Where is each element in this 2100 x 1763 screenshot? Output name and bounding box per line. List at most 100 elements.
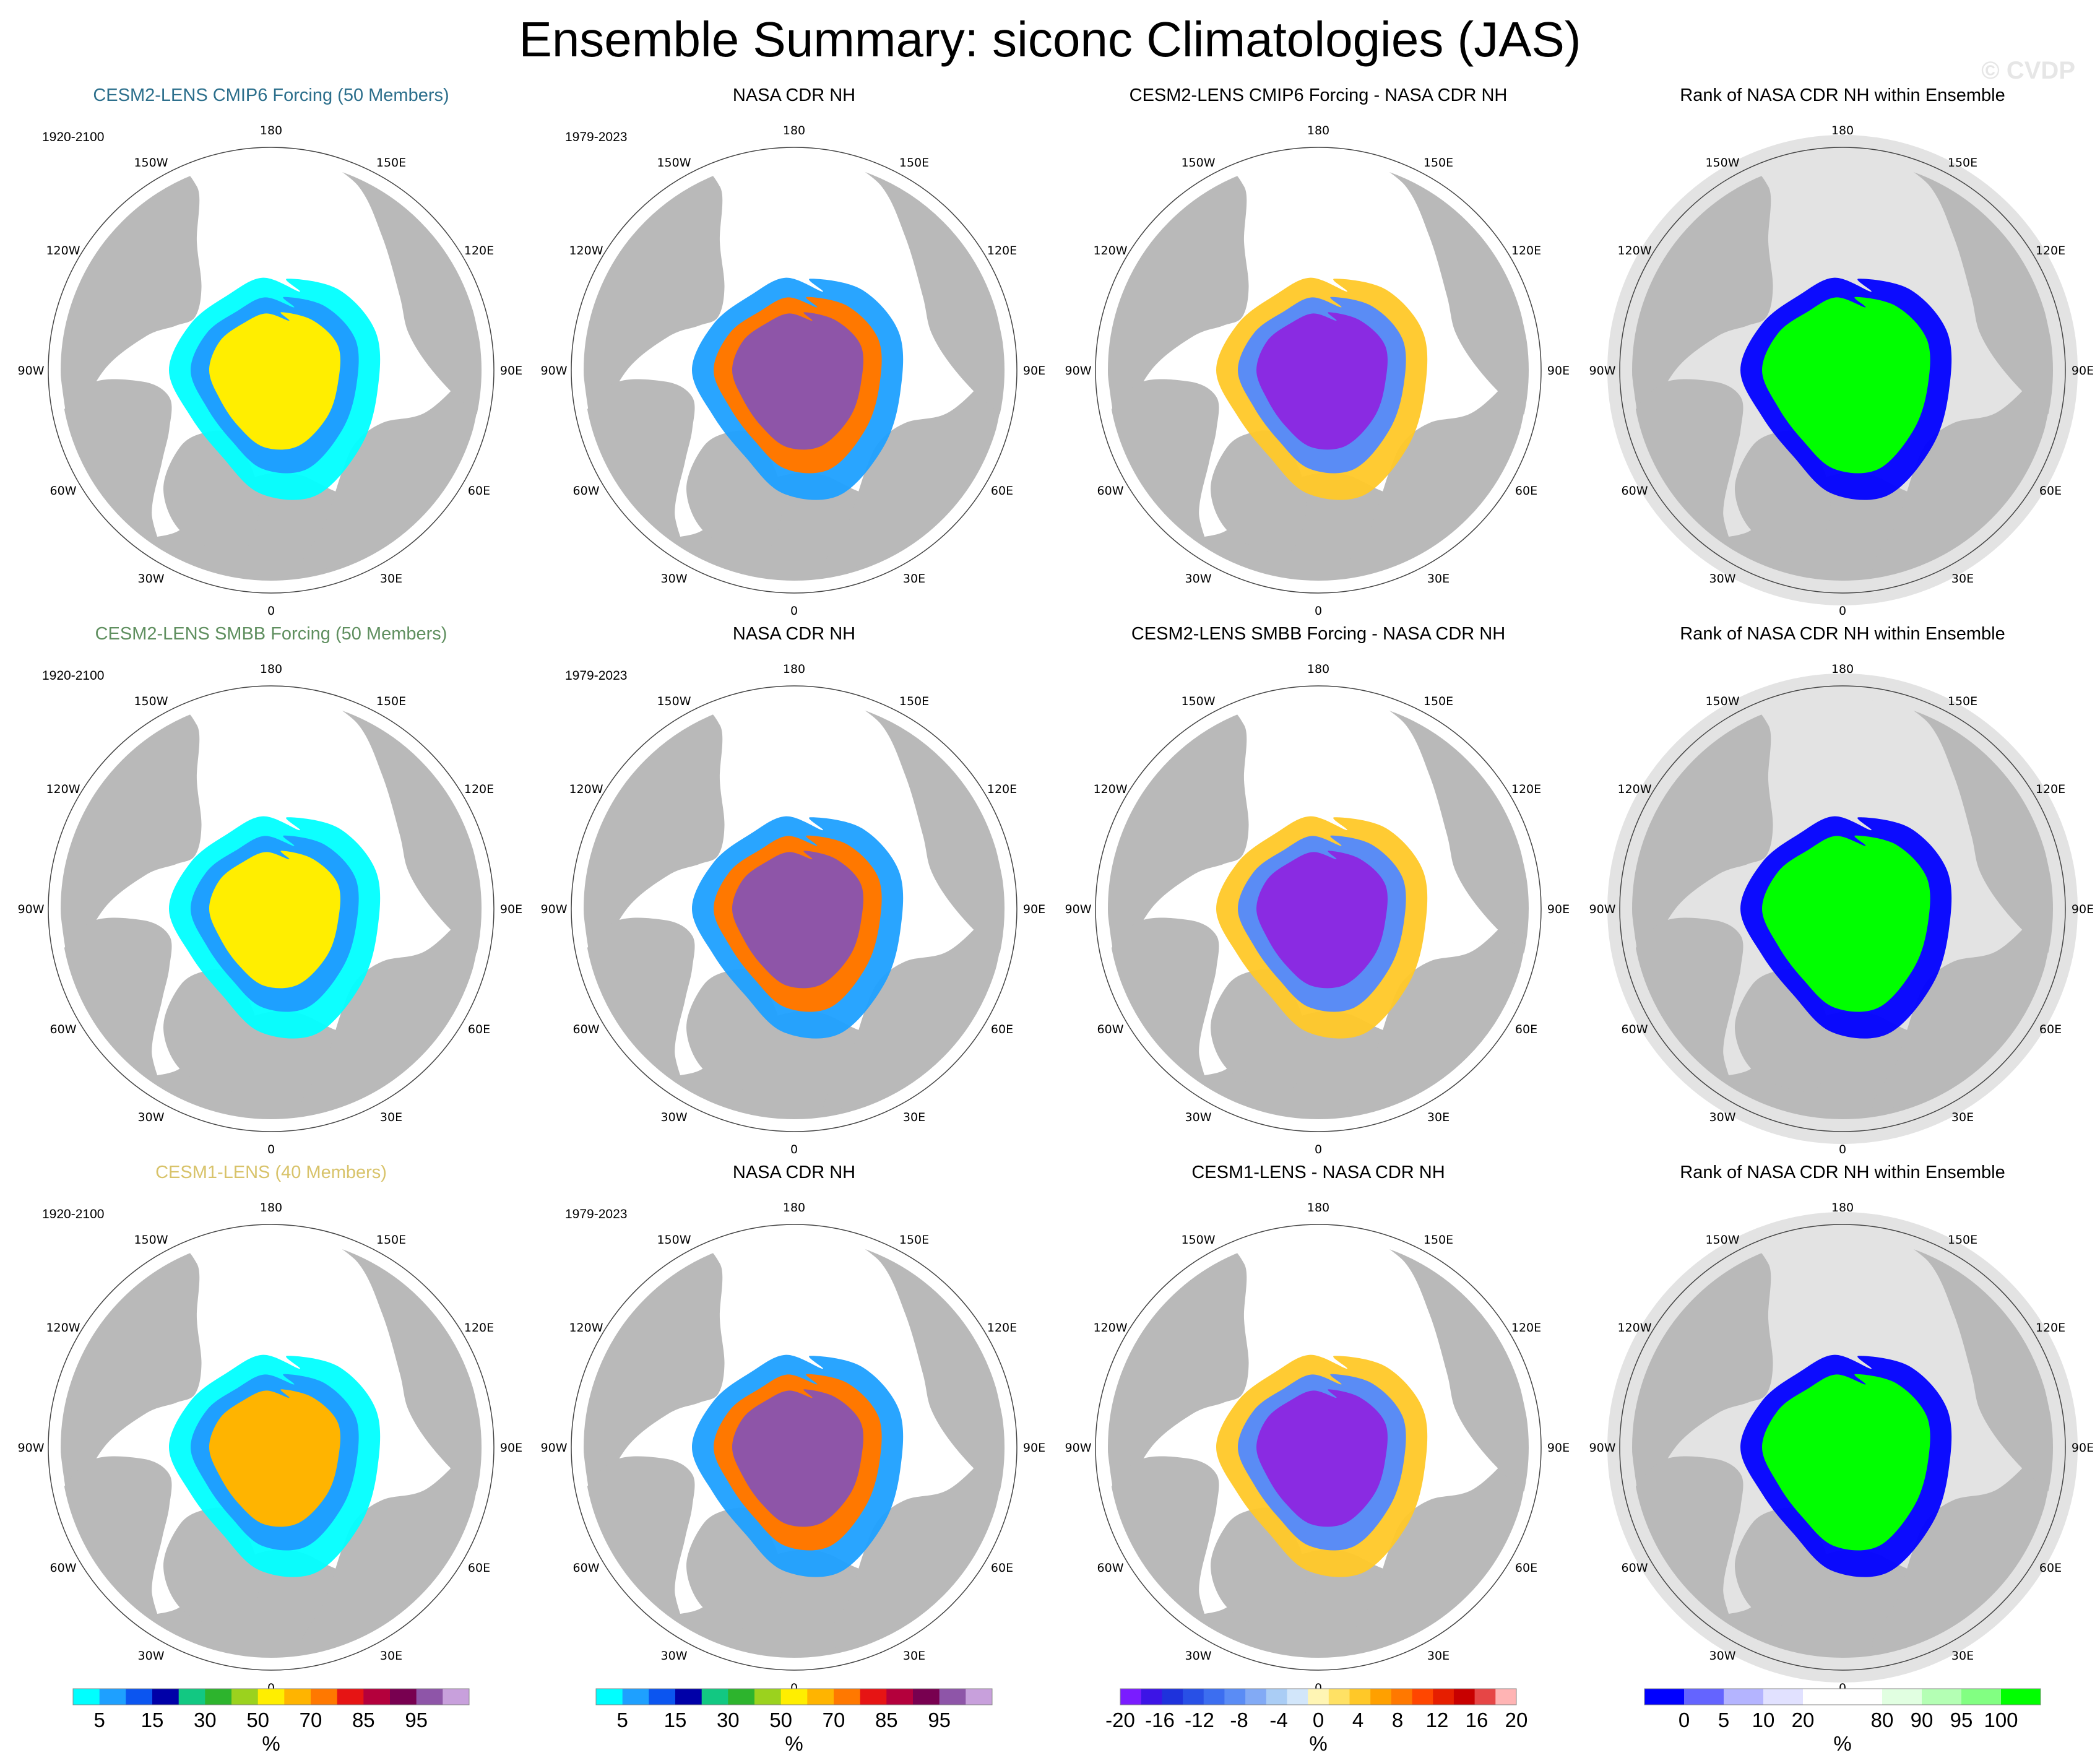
land-mass (1878, 688, 2063, 961)
map-border (571, 1224, 1018, 1671)
map-border (1619, 147, 2066, 594)
longitude-label: 60E (1515, 1561, 1537, 1575)
longitude-label: 150W (1705, 156, 1739, 170)
longitude-label: 60E (468, 484, 490, 498)
longitude-label: 180 (783, 124, 805, 137)
longitude-label: 30W (138, 1649, 165, 1663)
colorbar-swatch (1882, 1689, 1922, 1705)
ice-core-layer (1781, 1389, 1912, 1527)
figure-title: Ensemble Summary: siconc Climatologies (… (519, 12, 1581, 67)
colorbar-1: 5 15 30 50 70 85 95% (72, 1688, 470, 1755)
colorbar-swatch (1370, 1689, 1392, 1705)
longitude-label: 150W (1705, 1233, 1739, 1247)
longitude-label: 90E (1023, 364, 1045, 378)
land-mass (1878, 149, 2063, 423)
longitude-label: 150E (899, 1233, 929, 1247)
map-border (1095, 685, 1542, 1132)
land-mass (581, 917, 695, 1104)
panel-title-model: CESM2-LENS CMIP6 Forcing (50 Members) (93, 85, 449, 105)
longitude-label: 120E (464, 244, 494, 258)
colorbar-tick-label: -20 (1105, 1709, 1135, 1731)
longitude-label: 0 (790, 1143, 798, 1156)
longitude-label: 60E (468, 1561, 490, 1575)
land-mass (1105, 917, 1219, 1104)
longitude-label: 150W (657, 156, 691, 170)
longitude-label: 90E (2072, 1441, 2094, 1455)
panel-title-model: CESM2-LENS SMBB Forcing (50 Members) (95, 624, 447, 644)
longitude-label: 30E (380, 1111, 402, 1124)
colorbar-swatch (1644, 1689, 1685, 1705)
colorbar-swatch (1266, 1689, 1287, 1705)
longitude-label: 60W (1622, 1023, 1648, 1036)
colorbar-swatch (675, 1689, 702, 1705)
colorbar-swatch (1412, 1689, 1433, 1705)
period-label-model: 1920-2100 (42, 669, 105, 683)
longitude-label: 150E (899, 156, 929, 170)
period-label-obs: 1979-2023 (565, 1207, 628, 1221)
colorbar-swatch (886, 1689, 914, 1705)
longitude-label: 30W (1185, 572, 1212, 586)
longitude-label: 150W (1181, 695, 1215, 708)
colorbar-tick-label: 5 (1718, 1709, 1729, 1731)
longitude-label: 180 (260, 124, 282, 137)
colorbar-tick-label: 80 (1871, 1709, 1894, 1731)
longitude-label: 120E (987, 1321, 1017, 1335)
longitude-label: 30E (1951, 572, 1974, 586)
colorbar-swatch (754, 1689, 782, 1705)
longitude-label: 150W (1705, 695, 1739, 708)
longitude-label: 120E (2036, 782, 2065, 796)
longitude-label: 90W (1589, 1441, 1616, 1455)
longitude-label: 90W (18, 364, 45, 378)
map-border (48, 1224, 495, 1671)
longitude-label: 150W (1181, 1233, 1215, 1247)
colorbar-swatch (939, 1689, 966, 1705)
colorbar-tick-label: 15 (141, 1709, 164, 1731)
longitude-label: 90E (2072, 903, 2094, 916)
longitude-label: 60E (991, 484, 1013, 498)
colorbar-swatch (780, 1689, 808, 1705)
colorbar-swatch (596, 1689, 623, 1705)
colorbar-unit-label: % (1309, 1732, 1327, 1755)
longitude-label: 30E (1427, 572, 1450, 586)
longitude-label: 150W (1181, 156, 1215, 170)
longitude-label: 120W (1093, 244, 1127, 258)
colorbar-tick-label: 85 (352, 1709, 375, 1731)
panel-title-obs: NASA CDR NH (732, 1163, 856, 1182)
panel-model-row2: 180 150E 120E 90E 60E 30E 0 30W 60W 90W 120W 150W (18, 662, 523, 1156)
colorbar-unit-label: % (785, 1732, 803, 1755)
longitude-label: 30W (1185, 1649, 1212, 1663)
land-mass (830, 688, 1014, 961)
longitude-label: 60W (50, 1023, 77, 1036)
map-land (1083, 135, 1553, 605)
longitude-label: 120E (987, 782, 1017, 796)
longitude-label: 180 (783, 662, 805, 676)
colorbar-swatch (1162, 1689, 1183, 1705)
longitude-label: 30E (903, 572, 925, 586)
longitude-label: 30W (661, 572, 688, 586)
longitude-label: 60E (1515, 1023, 1537, 1036)
colorbar-swatch (1120, 1689, 1142, 1705)
colorbar-3: -20 -16 -12 -8 -4 0 4 8 12 16 20% (1105, 1688, 1527, 1755)
land-mass (1354, 688, 1539, 961)
colorbar-swatch (2001, 1689, 2041, 1705)
longitude-label: 60E (2039, 1023, 2062, 1036)
longitude-label: 60W (1097, 1561, 1124, 1575)
colorbar-swatch (834, 1689, 861, 1705)
longitude-label: 150E (1948, 1233, 1977, 1247)
colorbar-row: 5 15 30 50 70 85 95%5 15 30 50 70 85 95%-20 -16 -12 -8-… (72, 1688, 2041, 1755)
longitude-label: 150W (134, 695, 168, 708)
longitude-label: 30E (1951, 1649, 1974, 1663)
longitude-label: 150W (134, 1233, 168, 1247)
period-label-obs: 1979-2023 (565, 669, 628, 683)
longitude-label: 30E (903, 1649, 925, 1663)
map-grid: 180150E120E90E60E30E030W60W90W120W150W18… (18, 124, 2094, 1695)
longitude-label: 30W (1709, 572, 1736, 586)
colorbar-tick-label: 95 (928, 1709, 951, 1731)
period-label-model: 1920-2100 (42, 130, 105, 144)
panel-title-obs: NASA CDR NH (732, 85, 856, 105)
longitude-label: 90W (1589, 364, 1616, 378)
longitude-label: 90W (1065, 1441, 1092, 1455)
longitude-label: 180 (783, 1201, 805, 1215)
colorbar-tick-label: 5 (94, 1709, 105, 1731)
